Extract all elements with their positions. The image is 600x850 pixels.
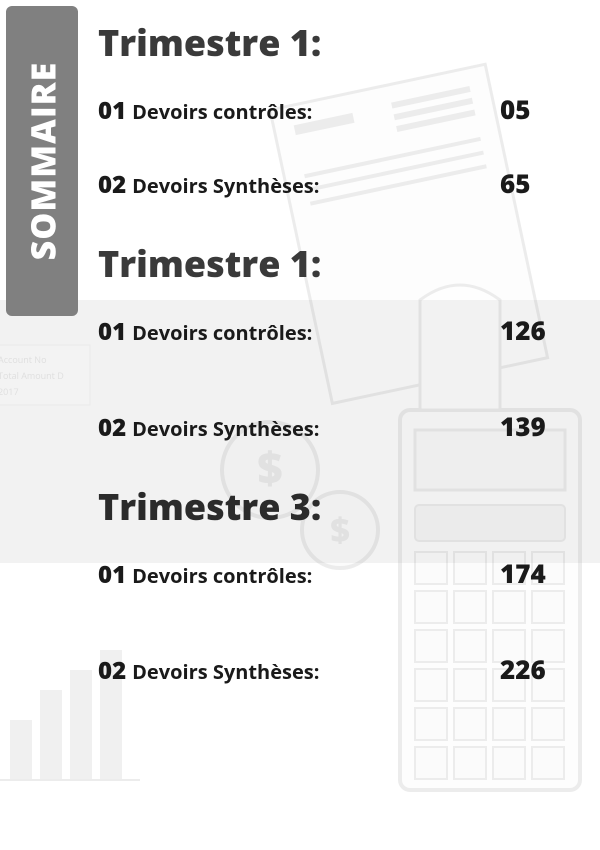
sidebar-badge: SOMMAIRE (6, 6, 78, 316)
row-page: 139 (500, 408, 580, 444)
row-index: 02 (98, 654, 126, 687)
row-label: Devoirs Synthèses: (132, 415, 319, 442)
row-index: 02 (98, 411, 126, 444)
row-page: 226 (500, 651, 580, 687)
row-label: Devoirs Synthèses: (132, 658, 319, 685)
toc-row: 02 Devoirs Synthèses: 139 (98, 408, 580, 444)
row-page: 126 (500, 312, 580, 348)
row-index: 01 (98, 315, 126, 348)
svg-text:Total Amount D: Total Amount D (0, 369, 64, 382)
section-heading: Trimestre 1: (98, 18, 580, 67)
toc-section: Trimestre 3: 01 Devoirs contrôles: 174 0… (98, 482, 580, 687)
row-page: 05 (500, 91, 580, 127)
section-heading: Trimestre 3: (98, 482, 580, 531)
toc-row: 02 Devoirs Synthèses: 226 (98, 651, 580, 687)
toc-row: 01 Devoirs contrôles: 05 (98, 91, 580, 127)
toc-section: Trimestre 1: 01 Devoirs contrôles: 05 02… (98, 18, 580, 201)
row-index: 02 (98, 168, 126, 201)
row-index: 01 (98, 558, 126, 591)
svg-text:2017: 2017 (0, 385, 19, 398)
row-label: Devoirs contrôles: (132, 98, 312, 125)
toc-row: 02 Devoirs Synthèses: 65 (98, 165, 580, 201)
row-label: Devoirs contrôles: (132, 562, 312, 589)
section-heading: Trimestre 1: (98, 239, 580, 288)
row-page: 65 (500, 165, 580, 201)
row-page: 174 (500, 555, 580, 591)
page-root: $ $ (0, 0, 600, 850)
sidebar-title: SOMMAIRE (19, 62, 65, 261)
toc-content: Trimestre 1: 01 Devoirs contrôles: 05 02… (98, 18, 580, 725)
svg-text:Account No: Account No (0, 353, 47, 366)
row-label: Devoirs contrôles: (132, 319, 312, 346)
row-index: 01 (98, 94, 126, 127)
row-label: Devoirs Synthèses: (132, 172, 319, 199)
toc-row: 01 Devoirs contrôles: 126 (98, 312, 580, 348)
toc-row: 01 Devoirs contrôles: 174 (98, 555, 580, 591)
toc-section: Trimestre 1: 01 Devoirs contrôles: 126 0… (98, 239, 580, 444)
